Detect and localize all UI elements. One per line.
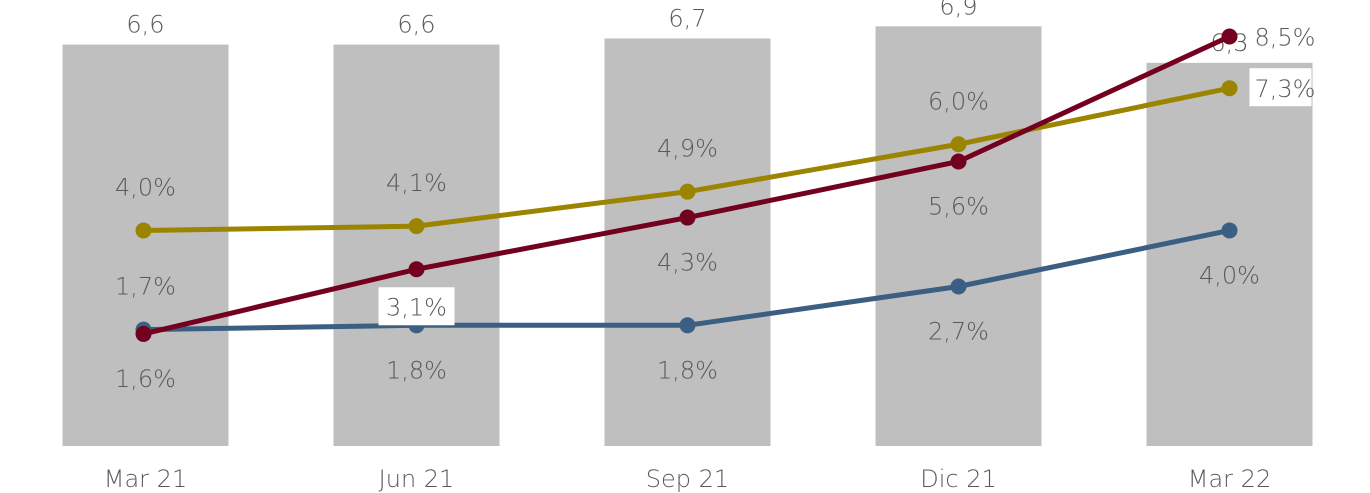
bar-1	[333, 44, 500, 446]
line-label-blue-2: 1,8%	[657, 356, 718, 384]
line-label-red-1: 3,1%	[386, 293, 447, 321]
point-red-1	[408, 261, 425, 278]
line-label-gold-2: 4,9%	[657, 135, 718, 163]
line-label-gold-4-box	[1249, 68, 1312, 107]
point-red-2	[679, 209, 696, 226]
line-label-red-4-box	[1249, 16, 1312, 55]
point-blue-2	[679, 317, 696, 334]
x-tick-label-3: Dic 21	[920, 465, 997, 493]
x-axis: Mar 21 Jun 21 Sep 21 Dic 21 Mar 22	[104, 465, 1271, 493]
line-label-red-0: 1,6%	[115, 365, 176, 393]
bar-2	[604, 38, 771, 446]
bar-value-label-3: 6,9	[939, 0, 977, 20]
bar-value-label-2: 6,7	[668, 4, 706, 32]
bar-value-label-1: 6,6	[397, 11, 435, 39]
x-tick-label-1: Jun 21	[379, 465, 455, 493]
line-label-gold-4: 7,3%	[1255, 75, 1316, 103]
line-label-gold-0: 4,0%	[115, 173, 176, 201]
line-label-blue-0: 1,7%	[115, 273, 176, 301]
bar-series	[62, 26, 1313, 447]
point-gold-0	[135, 222, 152, 239]
line-label-blue-1: 1,8%	[386, 356, 447, 384]
line-label-red-1-box	[378, 287, 455, 326]
x-tick-label-0: Mar 21	[104, 465, 187, 493]
line-label-gold-1: 4,1%	[386, 169, 447, 197]
point-gold-2	[679, 183, 696, 200]
line-label-red-2: 4,3%	[657, 249, 718, 277]
bar-4	[1146, 62, 1313, 446]
bar-value-label-0: 6,6	[126, 11, 164, 39]
point-gold-4	[1221, 80, 1238, 97]
line-label-red-3: 5,6%	[928, 192, 989, 220]
line-label-blue-3: 2,7%	[928, 318, 989, 346]
point-blue-3	[950, 278, 967, 295]
line-label-red-4: 8,5%	[1255, 23, 1316, 51]
line-value-labels: 4,0% 4,1% 4,9% 6,0% 7,3% 1,7% 1,8% 1,8% 2,7% 4,0%…	[115, 16, 1316, 393]
point-red-4	[1221, 28, 1238, 45]
line-label-blue-4: 4,0%	[1199, 261, 1260, 289]
line-label-gold-3: 6,0%	[928, 87, 989, 115]
point-red-3	[950, 153, 967, 170]
point-blue-4	[1221, 222, 1238, 239]
point-gold-1	[408, 218, 425, 235]
x-tick-label-4: Mar 22	[1188, 465, 1271, 493]
line-series	[135, 28, 1238, 342]
point-gold-3	[950, 136, 967, 153]
point-red-0	[135, 325, 152, 342]
bar-3	[875, 26, 1042, 447]
x-tick-label-2: Sep 21	[646, 465, 729, 493]
bar-0	[62, 44, 229, 446]
